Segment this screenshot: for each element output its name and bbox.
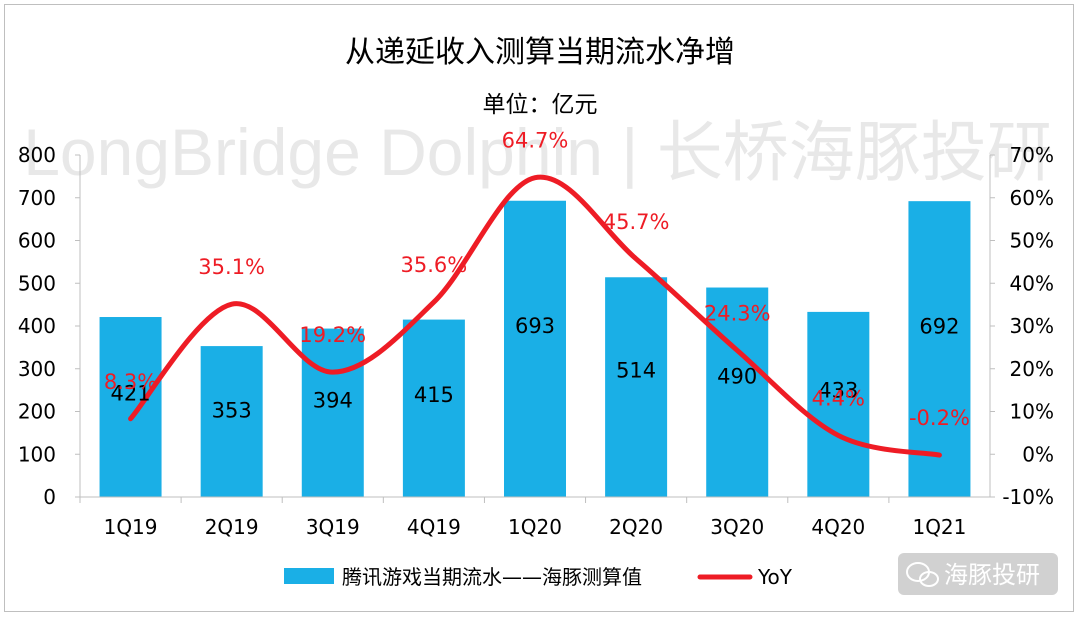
y-right-tick-label: 60% xyxy=(1010,186,1054,210)
bar-value-label: 693 xyxy=(515,314,555,338)
bar-value-label: 692 xyxy=(919,314,959,338)
bar-3Q20 xyxy=(706,287,769,497)
yoy-series xyxy=(128,174,942,458)
y-right-tick-label: 20% xyxy=(1010,357,1054,381)
x-tick-label: 1Q20 xyxy=(508,515,562,539)
bar-3Q19 xyxy=(301,328,364,497)
y-right-tick-label: 0% xyxy=(1022,442,1054,466)
x-tick-label: 3Q19 xyxy=(306,515,360,539)
axes: 0 100 200 300 400 500 600 700 800 -10% 0% 10% 20% 30%… xyxy=(18,143,1054,539)
brand-badge-bg xyxy=(898,553,1058,595)
yoy-value-label: 8.3% xyxy=(104,370,157,394)
yoy-value-label: 4.4% xyxy=(812,386,865,410)
x-tick-label: 3Q20 xyxy=(710,515,764,539)
data-labels: 421 353 394 415 693 514 490 433 692 8.3% 35.1% 19.2… xyxy=(104,129,970,430)
yoy-line xyxy=(128,174,942,458)
yoy-value-label: -0.2% xyxy=(909,406,970,430)
brand-badge: 海豚投研 xyxy=(898,553,1058,595)
x-tick-label: 1Q21 xyxy=(912,515,966,539)
y-left-tick-label: 800 xyxy=(18,143,56,167)
y-right-tick-label: -10% xyxy=(1002,485,1054,509)
x-tick-label: 2Q19 xyxy=(205,515,259,539)
y-left-tick-label: 500 xyxy=(18,271,56,295)
bar-value-label: 394 xyxy=(313,388,353,412)
y-right-tick-label: 40% xyxy=(1010,271,1054,295)
yoy-value-label: 35.1% xyxy=(198,255,265,279)
y-left-tick-label: 600 xyxy=(18,229,56,253)
bar-value-label: 514 xyxy=(616,359,656,383)
y-right-tick-label: 50% xyxy=(1010,229,1054,253)
brand-name: 海豚投研 xyxy=(944,561,1040,589)
chart-subtitle: 单位：亿元 xyxy=(483,92,598,118)
y-left-tick-label: 300 xyxy=(18,357,56,381)
y-right-tick-label: 10% xyxy=(1010,400,1054,424)
bar-2Q20 xyxy=(605,277,668,497)
bar-4Q20 xyxy=(807,311,870,497)
y-left-tick-label: 400 xyxy=(18,314,56,338)
y-left-tick-label: 700 xyxy=(18,186,56,210)
bar-value-label: 415 xyxy=(414,383,454,407)
bar-1Q19 xyxy=(99,317,162,497)
yoy-value-label: 19.2% xyxy=(299,323,366,347)
legend-swatch-bar xyxy=(284,568,334,584)
bar-series xyxy=(99,200,971,498)
yoy-value-label: 24.3% xyxy=(704,301,771,325)
y-right-tick-label: 70% xyxy=(1010,143,1054,167)
y-right-tick-label: 30% xyxy=(1010,314,1054,338)
yoy-value-label: 35.6% xyxy=(401,253,468,277)
bar-value-label: 490 xyxy=(717,365,757,389)
bar-4Q19 xyxy=(402,319,465,497)
y-left-tick-label: 100 xyxy=(18,442,56,466)
x-tick-label: 4Q19 xyxy=(407,515,461,539)
bar-1Q21 xyxy=(908,201,971,498)
x-tick-label: 1Q19 xyxy=(104,515,158,539)
wechat-icon xyxy=(906,562,939,587)
x-tick-label: 4Q20 xyxy=(811,515,865,539)
yoy-value-label: 64.7% xyxy=(502,129,569,153)
legend-label-bar: 腾讯游戏当期流水——海豚测算值 xyxy=(342,565,642,589)
y-left-tick-label: 0 xyxy=(43,485,56,509)
bar-value-label: 353 xyxy=(212,398,252,422)
chart-title: 从递延收入测算当期流水净增 xyxy=(345,35,735,70)
bar-value-label: 433 xyxy=(818,379,858,403)
bar-value-label: 421 xyxy=(111,382,151,406)
legend: 腾讯游戏当期流水——海豚测算值 YoY xyxy=(284,565,793,589)
y-left-tick-label: 200 xyxy=(18,400,56,424)
yoy-value-label: 45.7% xyxy=(603,210,670,234)
bar-2Q19 xyxy=(200,346,263,497)
bar-1Q20 xyxy=(504,200,566,497)
x-tick-label: 2Q20 xyxy=(609,515,663,539)
legend-label-line: YoY xyxy=(757,565,793,589)
